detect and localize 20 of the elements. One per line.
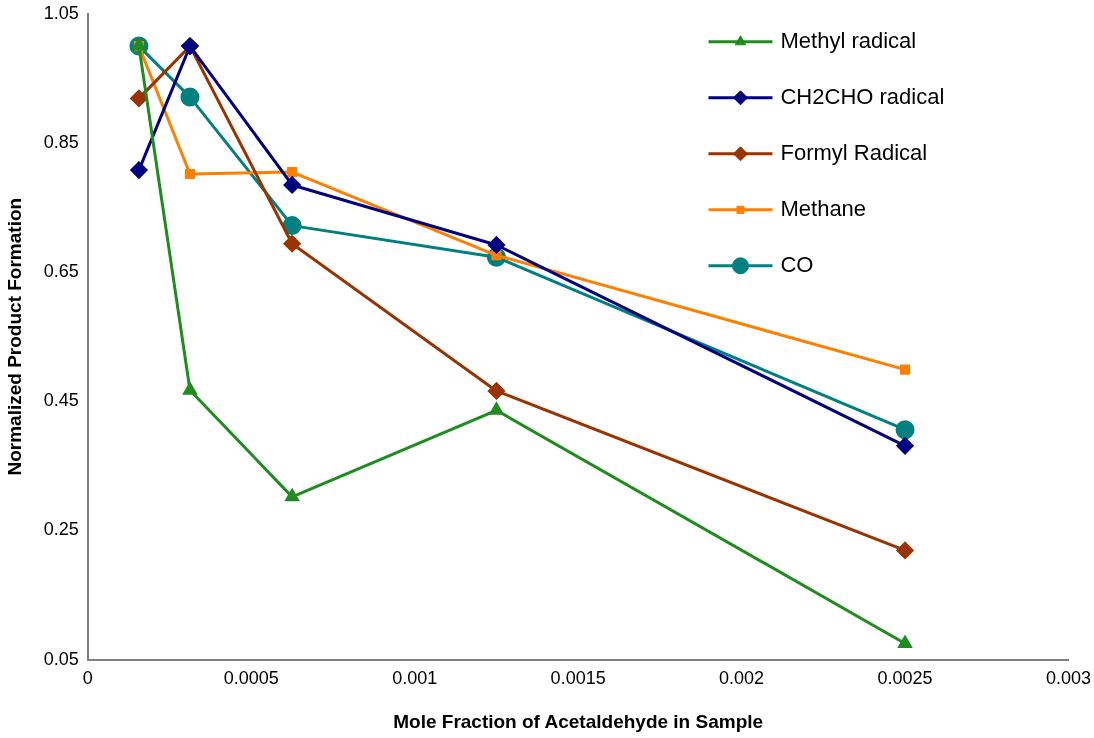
- x-tick-label: 0.001: [392, 668, 438, 689]
- x-axis-title: Mole Fraction of Acetaldehyde in Sample: [393, 710, 764, 732]
- x-tick-label: 0.003: [1045, 668, 1091, 689]
- y-tick-label: 0.85: [43, 131, 79, 152]
- y-tick-label: 0.45: [43, 390, 79, 411]
- legend-label: Methyl radical: [780, 27, 917, 53]
- y-tick-label: 1.05: [43, 2, 79, 23]
- x-tick-label: 0: [82, 668, 93, 689]
- y-axis-title: Normalized Product Formation: [3, 197, 25, 476]
- legend-label: Methane: [780, 195, 867, 221]
- x-tick-label: 0.002: [719, 668, 765, 689]
- x-tick-label: 0.0005: [223, 668, 279, 689]
- x-tick-label: 0.0025: [877, 668, 933, 689]
- y-tick-label: 0.25: [43, 519, 79, 540]
- legend-label: CH2CHO radical: [780, 83, 945, 109]
- legend-label: CO: [780, 251, 814, 277]
- y-tick-label: 0.05: [43, 648, 79, 669]
- legend-label: Formyl Radical: [780, 139, 928, 165]
- y-tick-label: 0.65: [43, 261, 79, 282]
- x-tick-label: 0.0015: [550, 668, 606, 689]
